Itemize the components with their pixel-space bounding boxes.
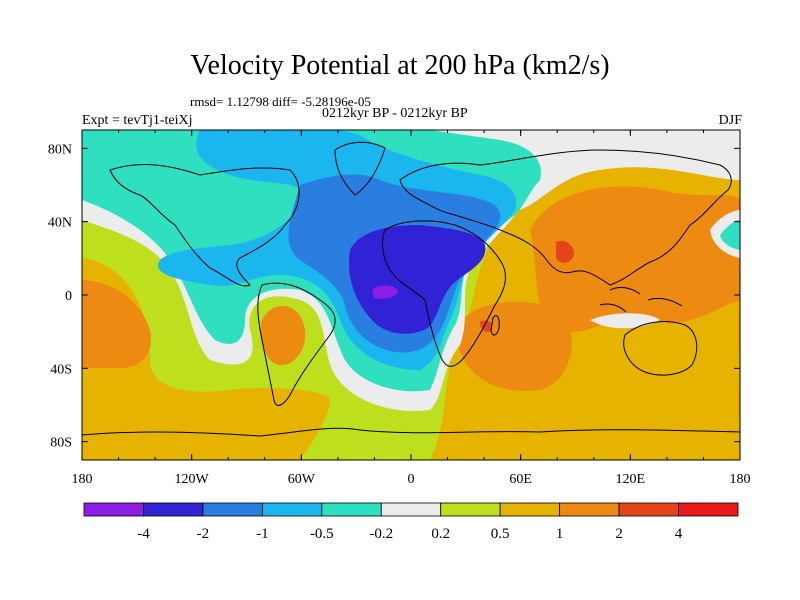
coast-greenland (334, 141, 386, 196)
coast-antarctica (82, 427, 740, 437)
colorbar-label: -0.5 (310, 526, 334, 542)
colorbar-swatch (202, 502, 263, 517)
field-orange-strong-east (530, 186, 740, 333)
colorbar: -4 -2 -1 -0.5 -0.2 0.2 0.5 1 2 4 (83, 502, 739, 542)
period-line: 0212kyr BP - 0212kyr BP (322, 106, 468, 121)
colorbar-label: 0.2 (431, 526, 450, 542)
x-tick-label: 60E (509, 472, 532, 487)
colorbar-label: -4 (137, 526, 150, 542)
y-tick-label: 0 (65, 289, 72, 304)
colorbar-swatch (559, 502, 620, 517)
field-orange-southwest (82, 258, 330, 460)
experiment-label: Expt = tevTj1-teiXj (82, 113, 193, 128)
colorbar-label: 4 (675, 526, 683, 542)
colorbar-label: 1 (556, 526, 564, 542)
x-tick-label: 180 (730, 472, 751, 487)
x-tick-label: 180 (72, 472, 93, 487)
x-tick-label: 60W (288, 472, 316, 487)
coast-madagascar (490, 315, 500, 336)
coast-maritime-continent (599, 286, 683, 313)
colorbar-swatch (83, 502, 144, 517)
coast-south-america (257, 282, 336, 406)
chart-title: Velocity Potential at 200 hPa (km2/s) (190, 50, 610, 81)
colorbar-swatch (678, 502, 739, 517)
colorbar-swatch (440, 502, 501, 517)
field-white-southeast (590, 313, 660, 329)
colorbar-label: -1 (256, 526, 269, 542)
coast-europe-asia (399, 149, 732, 286)
colorbar-swatch (143, 502, 204, 517)
field-red-india (556, 240, 574, 263)
x-tick-label: 120W (175, 472, 210, 487)
coast-africa (382, 220, 506, 367)
colorbar-swatch (499, 502, 561, 517)
stats-line: rmsd= 1.12798 diff= -5.28196e-05 (190, 94, 371, 109)
x-tick-label: 120E (616, 472, 646, 487)
colorbar-swatch (380, 502, 442, 517)
map-axes: 180 120W 60W 0 60E 120E 180 80N 40N 0 40S 80S (48, 130, 751, 487)
colorbar-swatch (261, 502, 323, 517)
contour-fields (82, 130, 740, 460)
season-label: DJF (718, 113, 742, 128)
y-tick-label: 80S (50, 436, 72, 451)
x-tick-label: 0 (408, 472, 415, 487)
colorbar-swatch (618, 502, 679, 517)
colorbar-label: 0.5 (491, 526, 510, 542)
colorbar-label: -2 (197, 526, 210, 542)
field-teal-east-edge (720, 220, 740, 250)
coast-australia (623, 321, 698, 376)
coastlines (82, 141, 740, 437)
coast-north-america (109, 164, 300, 287)
y-tick-label: 40N (48, 216, 72, 231)
field-orange-strong-southamerica (260, 306, 306, 366)
field-purple-center (372, 285, 398, 299)
y-tick-label: 80N (48, 142, 72, 157)
colorbar-label: -0.2 (369, 526, 393, 542)
field-orange-strong-west (82, 280, 151, 368)
y-tick-label: 40S (50, 362, 72, 377)
colorbar-label: 2 (615, 526, 623, 542)
colorbar-swatch (321, 502, 382, 517)
